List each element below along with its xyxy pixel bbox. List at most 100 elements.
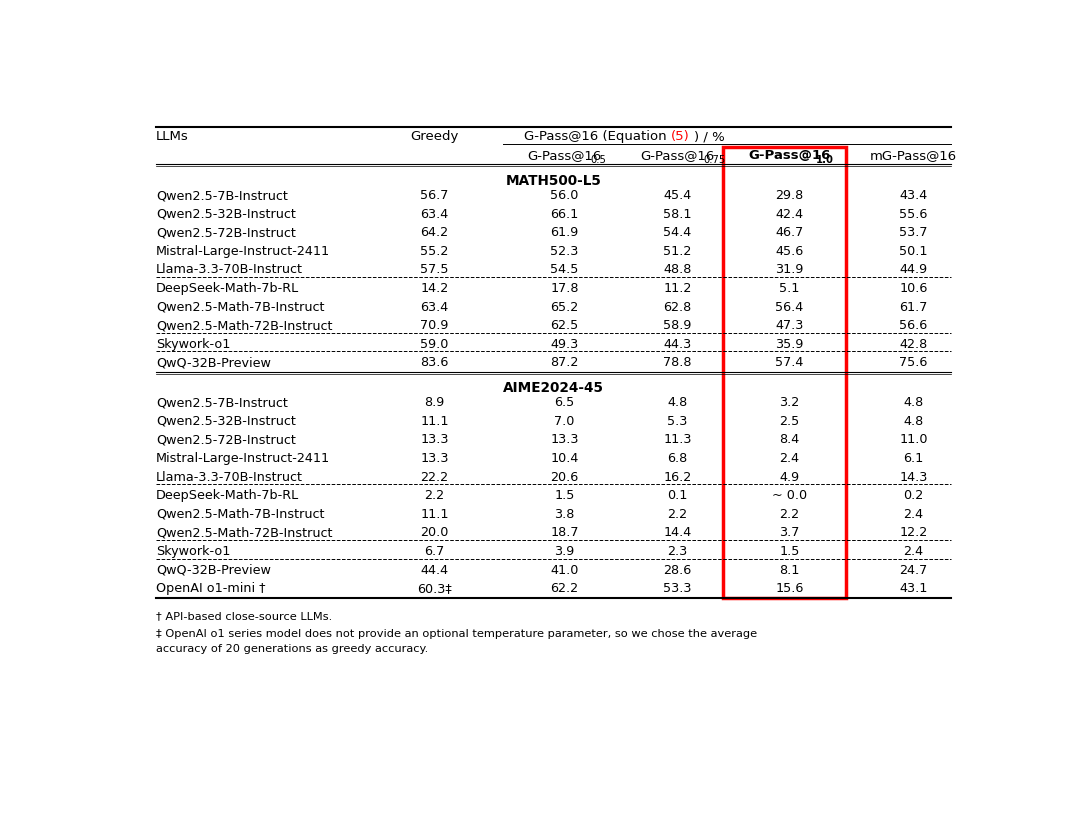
Text: 57.4: 57.4 — [775, 357, 804, 370]
Text: Qwen2.5-7B-Instruct: Qwen2.5-7B-Instruct — [156, 189, 287, 202]
Text: 47.3: 47.3 — [775, 319, 804, 332]
Text: † API-based close-source LLMs.: † API-based close-source LLMs. — [156, 611, 333, 622]
Text: 49.3: 49.3 — [550, 338, 579, 351]
Text: 13.3: 13.3 — [420, 452, 449, 465]
Text: Qwen2.5-7B-Instruct: Qwen2.5-7B-Instruct — [156, 396, 287, 409]
Text: 51.2: 51.2 — [663, 245, 691, 258]
Text: 4.8: 4.8 — [667, 396, 688, 409]
Text: 8.4: 8.4 — [780, 434, 799, 447]
Text: 83.6: 83.6 — [420, 357, 449, 370]
Text: 16.2: 16.2 — [663, 470, 691, 483]
Text: QwQ-32B-Preview: QwQ-32B-Preview — [156, 564, 271, 577]
Text: 3.7: 3.7 — [780, 526, 799, 539]
Text: 55.6: 55.6 — [900, 208, 928, 221]
Text: 6.7: 6.7 — [424, 545, 445, 558]
Text: Skywork-o1: Skywork-o1 — [156, 338, 230, 351]
Text: 63.4: 63.4 — [420, 208, 449, 221]
Text: G-Pass@16: G-Pass@16 — [748, 149, 831, 162]
Text: DeepSeek-Math-7b-RL: DeepSeek-Math-7b-RL — [156, 489, 299, 502]
Text: 14.4: 14.4 — [663, 526, 691, 539]
Text: 22.2: 22.2 — [420, 470, 448, 483]
Text: 41.0: 41.0 — [550, 564, 579, 577]
Text: 2.4: 2.4 — [903, 508, 923, 521]
Text: 6.8: 6.8 — [667, 452, 688, 465]
Text: 17.8: 17.8 — [550, 282, 579, 295]
Text: 3.2: 3.2 — [780, 396, 799, 409]
Text: LLMs: LLMs — [156, 130, 189, 143]
Text: 64.2: 64.2 — [420, 227, 448, 240]
Text: Qwen2.5-Math-72B-Instruct: Qwen2.5-Math-72B-Instruct — [156, 526, 333, 539]
Text: 24.7: 24.7 — [900, 564, 928, 577]
Text: 4.8: 4.8 — [903, 396, 923, 409]
Text: 5.3: 5.3 — [667, 415, 688, 428]
Text: 2.2: 2.2 — [780, 508, 799, 521]
Text: Skywork-o1: Skywork-o1 — [156, 545, 230, 558]
Text: 56.0: 56.0 — [550, 189, 579, 202]
Text: Mistral-Large-Instruct-2411: Mistral-Large-Instruct-2411 — [156, 452, 330, 465]
Text: 7.0: 7.0 — [554, 415, 575, 428]
Text: accuracy of 20 generations as greedy accuracy.: accuracy of 20 generations as greedy acc… — [156, 645, 428, 654]
Text: 60.3‡: 60.3‡ — [417, 582, 453, 596]
Text: MATH500-L5: MATH500-L5 — [505, 174, 602, 188]
Text: 42.4: 42.4 — [775, 208, 804, 221]
Text: 56.6: 56.6 — [900, 319, 928, 332]
Text: 28.6: 28.6 — [663, 564, 691, 577]
Text: 59.0: 59.0 — [420, 338, 449, 351]
Text: 65.2: 65.2 — [550, 300, 579, 313]
Text: QwQ-32B-Preview: QwQ-32B-Preview — [156, 357, 271, 370]
Text: 3.8: 3.8 — [554, 508, 575, 521]
Text: 53.7: 53.7 — [900, 227, 928, 240]
Text: 10.6: 10.6 — [900, 282, 928, 295]
Text: 2.4: 2.4 — [780, 452, 799, 465]
Text: mG-Pass@16: mG-Pass@16 — [869, 149, 957, 162]
Text: 55.2: 55.2 — [420, 245, 449, 258]
Text: 42.8: 42.8 — [900, 338, 928, 351]
Text: DeepSeek-Math-7b-RL: DeepSeek-Math-7b-RL — [156, 282, 299, 295]
Text: 87.2: 87.2 — [550, 357, 579, 370]
Text: ) / %: ) / % — [694, 130, 725, 143]
Text: 11.0: 11.0 — [900, 434, 928, 447]
Text: 15.6: 15.6 — [775, 582, 804, 596]
Text: 52.3: 52.3 — [550, 245, 579, 258]
Text: 11.3: 11.3 — [663, 434, 691, 447]
Text: 1.0: 1.0 — [815, 155, 834, 165]
Text: 56.4: 56.4 — [775, 300, 804, 313]
Text: 0.75: 0.75 — [703, 155, 726, 165]
Text: 61.7: 61.7 — [900, 300, 928, 313]
Text: OpenAI o1-mini †: OpenAI o1-mini † — [156, 582, 266, 596]
Text: 63.4: 63.4 — [420, 300, 449, 313]
Text: 53.3: 53.3 — [663, 582, 691, 596]
Text: 45.4: 45.4 — [663, 189, 691, 202]
Text: ~ 0.0: ~ 0.0 — [772, 489, 807, 502]
Text: 44.9: 44.9 — [900, 263, 928, 276]
Text: Qwen2.5-72B-Instruct: Qwen2.5-72B-Instruct — [156, 434, 296, 447]
Text: 11.1: 11.1 — [420, 508, 449, 521]
Text: Llama-3.3-70B-Instruct: Llama-3.3-70B-Instruct — [156, 263, 302, 276]
Text: 3.9: 3.9 — [554, 545, 575, 558]
Text: 62.5: 62.5 — [550, 319, 579, 332]
Text: 5.1: 5.1 — [780, 282, 799, 295]
Text: 20.6: 20.6 — [550, 470, 579, 483]
Text: 78.8: 78.8 — [663, 357, 691, 370]
Text: 2.3: 2.3 — [667, 545, 688, 558]
Text: 48.8: 48.8 — [663, 263, 691, 276]
Text: 44.3: 44.3 — [663, 338, 691, 351]
Text: 2.2: 2.2 — [424, 489, 445, 502]
Text: Qwen2.5-32B-Instruct: Qwen2.5-32B-Instruct — [156, 208, 296, 221]
Text: 58.9: 58.9 — [663, 319, 691, 332]
Text: 66.1: 66.1 — [550, 208, 579, 221]
Text: G-Pass@16 (Equation: G-Pass@16 (Equation — [524, 130, 671, 143]
Text: AIME2024-45: AIME2024-45 — [503, 381, 604, 395]
Text: 1.5: 1.5 — [780, 545, 799, 558]
Text: Qwen2.5-32B-Instruct: Qwen2.5-32B-Instruct — [156, 415, 296, 428]
Text: G-Pass@16: G-Pass@16 — [527, 149, 602, 162]
Text: 70.9: 70.9 — [420, 319, 449, 332]
Text: 62.2: 62.2 — [551, 582, 579, 596]
Text: 50.1: 50.1 — [900, 245, 928, 258]
Text: (5): (5) — [671, 130, 689, 143]
Text: 44.4: 44.4 — [420, 564, 448, 577]
Text: 54.5: 54.5 — [550, 263, 579, 276]
Text: 11.2: 11.2 — [663, 282, 691, 295]
Text: Qwen2.5-72B-Instruct: Qwen2.5-72B-Instruct — [156, 227, 296, 240]
Text: Mistral-Large-Instruct-2411: Mistral-Large-Instruct-2411 — [156, 245, 330, 258]
